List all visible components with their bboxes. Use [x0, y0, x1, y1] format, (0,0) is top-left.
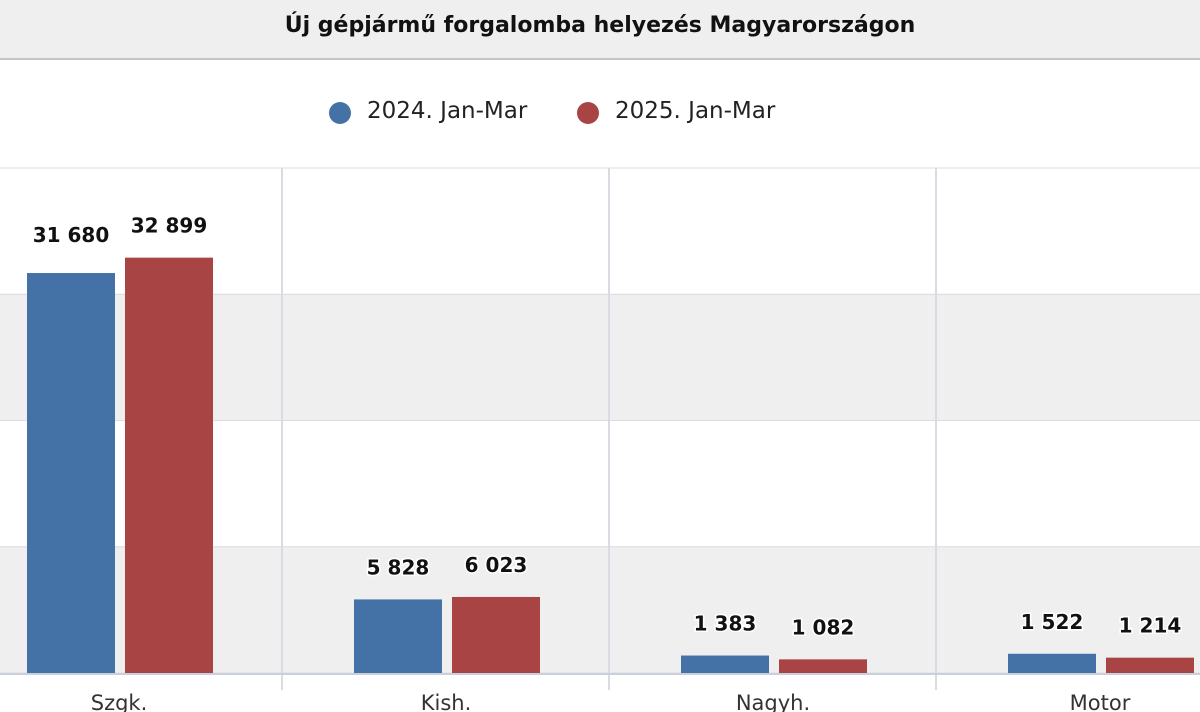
legend-label: 2024. Jan-Mar	[367, 98, 528, 124]
bar	[452, 596, 540, 673]
data-label: 32 899	[131, 214, 208, 238]
legend: 2024. Jan-Mar 2025. Jan-Mar	[0, 96, 1200, 130]
bar	[1106, 657, 1194, 673]
bar	[125, 257, 213, 673]
data-label: 1 383	[694, 612, 757, 636]
data-label: 5 828	[367, 555, 430, 579]
x-tick-label: Motor	[1070, 691, 1131, 712]
legend-marker-icon	[577, 102, 599, 124]
title-bar: Új gépjármű forgalomba helyezés Magyaror…	[0, 0, 1200, 60]
bar	[354, 599, 442, 673]
data-label: 1 522	[1021, 610, 1084, 634]
x-tick-label: Nagyh.	[736, 691, 810, 712]
data-label: 1 082	[792, 615, 855, 639]
data-label: 31 680	[33, 223, 110, 247]
legend-label: 2025. Jan-Mar	[615, 98, 776, 124]
legend-marker-icon	[329, 102, 351, 124]
x-tick-label: Kish.	[421, 691, 472, 712]
data-label: 6 023	[465, 553, 528, 577]
x-tick-label: Szgk.	[91, 691, 148, 712]
chart-title: Új gépjármű forgalomba helyezés Magyaror…	[284, 13, 916, 38]
data-label: 1 214	[1119, 614, 1182, 638]
bar	[779, 659, 867, 673]
bar	[27, 273, 115, 673]
bar	[681, 655, 769, 673]
bar	[1008, 653, 1096, 673]
